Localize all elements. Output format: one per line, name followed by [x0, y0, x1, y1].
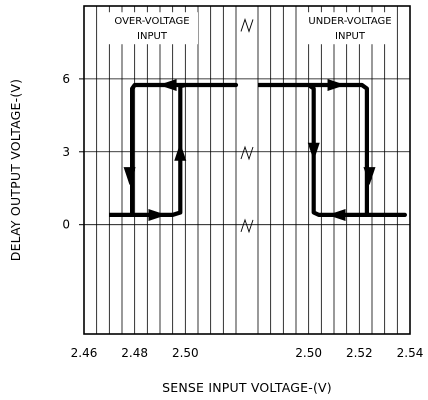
over-voltage-label: INPUT [137, 31, 168, 42]
under-voltage-label: INPUT [335, 31, 366, 42]
annotation-bg [106, 12, 198, 45]
direction-arrow [148, 208, 167, 221]
axis-break-marker [240, 145, 254, 161]
plot-frame [83, 5, 411, 335]
y-tick-label: 6 [62, 72, 70, 86]
direction-arrow [327, 208, 346, 221]
y-axis-title: DELAY OUTPUT VOLTAGE-(V) [8, 79, 23, 262]
direction-arrow [123, 167, 136, 186]
axis-break-marker [240, 18, 254, 33]
x-tick-label: 2.50 [172, 346, 199, 360]
x-axis-title: SENSE INPUT VOLTAGE-(V) [162, 380, 332, 395]
direction-arrow [327, 78, 346, 91]
axis-break-marker [240, 218, 254, 234]
under-voltage-label: UNDER-VOLTAGE [308, 16, 391, 27]
annotation-bg [304, 12, 396, 45]
y-tick-label: 0 [62, 218, 70, 232]
direction-arrow [174, 142, 187, 161]
grid-layer [79, 5, 411, 335]
under-voltage-curve [258, 82, 407, 217]
x-tick-label: 2.50 [295, 346, 322, 360]
over-voltage-label: OVER-VOLTAGE [114, 16, 189, 27]
x-tick-label: 2.54 [397, 346, 424, 360]
direction-arrow [158, 78, 177, 91]
direction-arrow [363, 167, 376, 186]
label-layer: 6 3 0 OVER-VOLTAGE INPUT 2.46 2.48 2.50 UNDER-VO… [62, 12, 423, 360]
direction-arrow [307, 142, 320, 161]
x-tick-label: 2.52 [346, 346, 373, 360]
x-tick-label: 2.48 [121, 346, 148, 360]
curve-layer [109, 78, 407, 221]
x-tick-label: 2.46 [71, 346, 98, 360]
y-tick-label: 3 [62, 145, 70, 159]
